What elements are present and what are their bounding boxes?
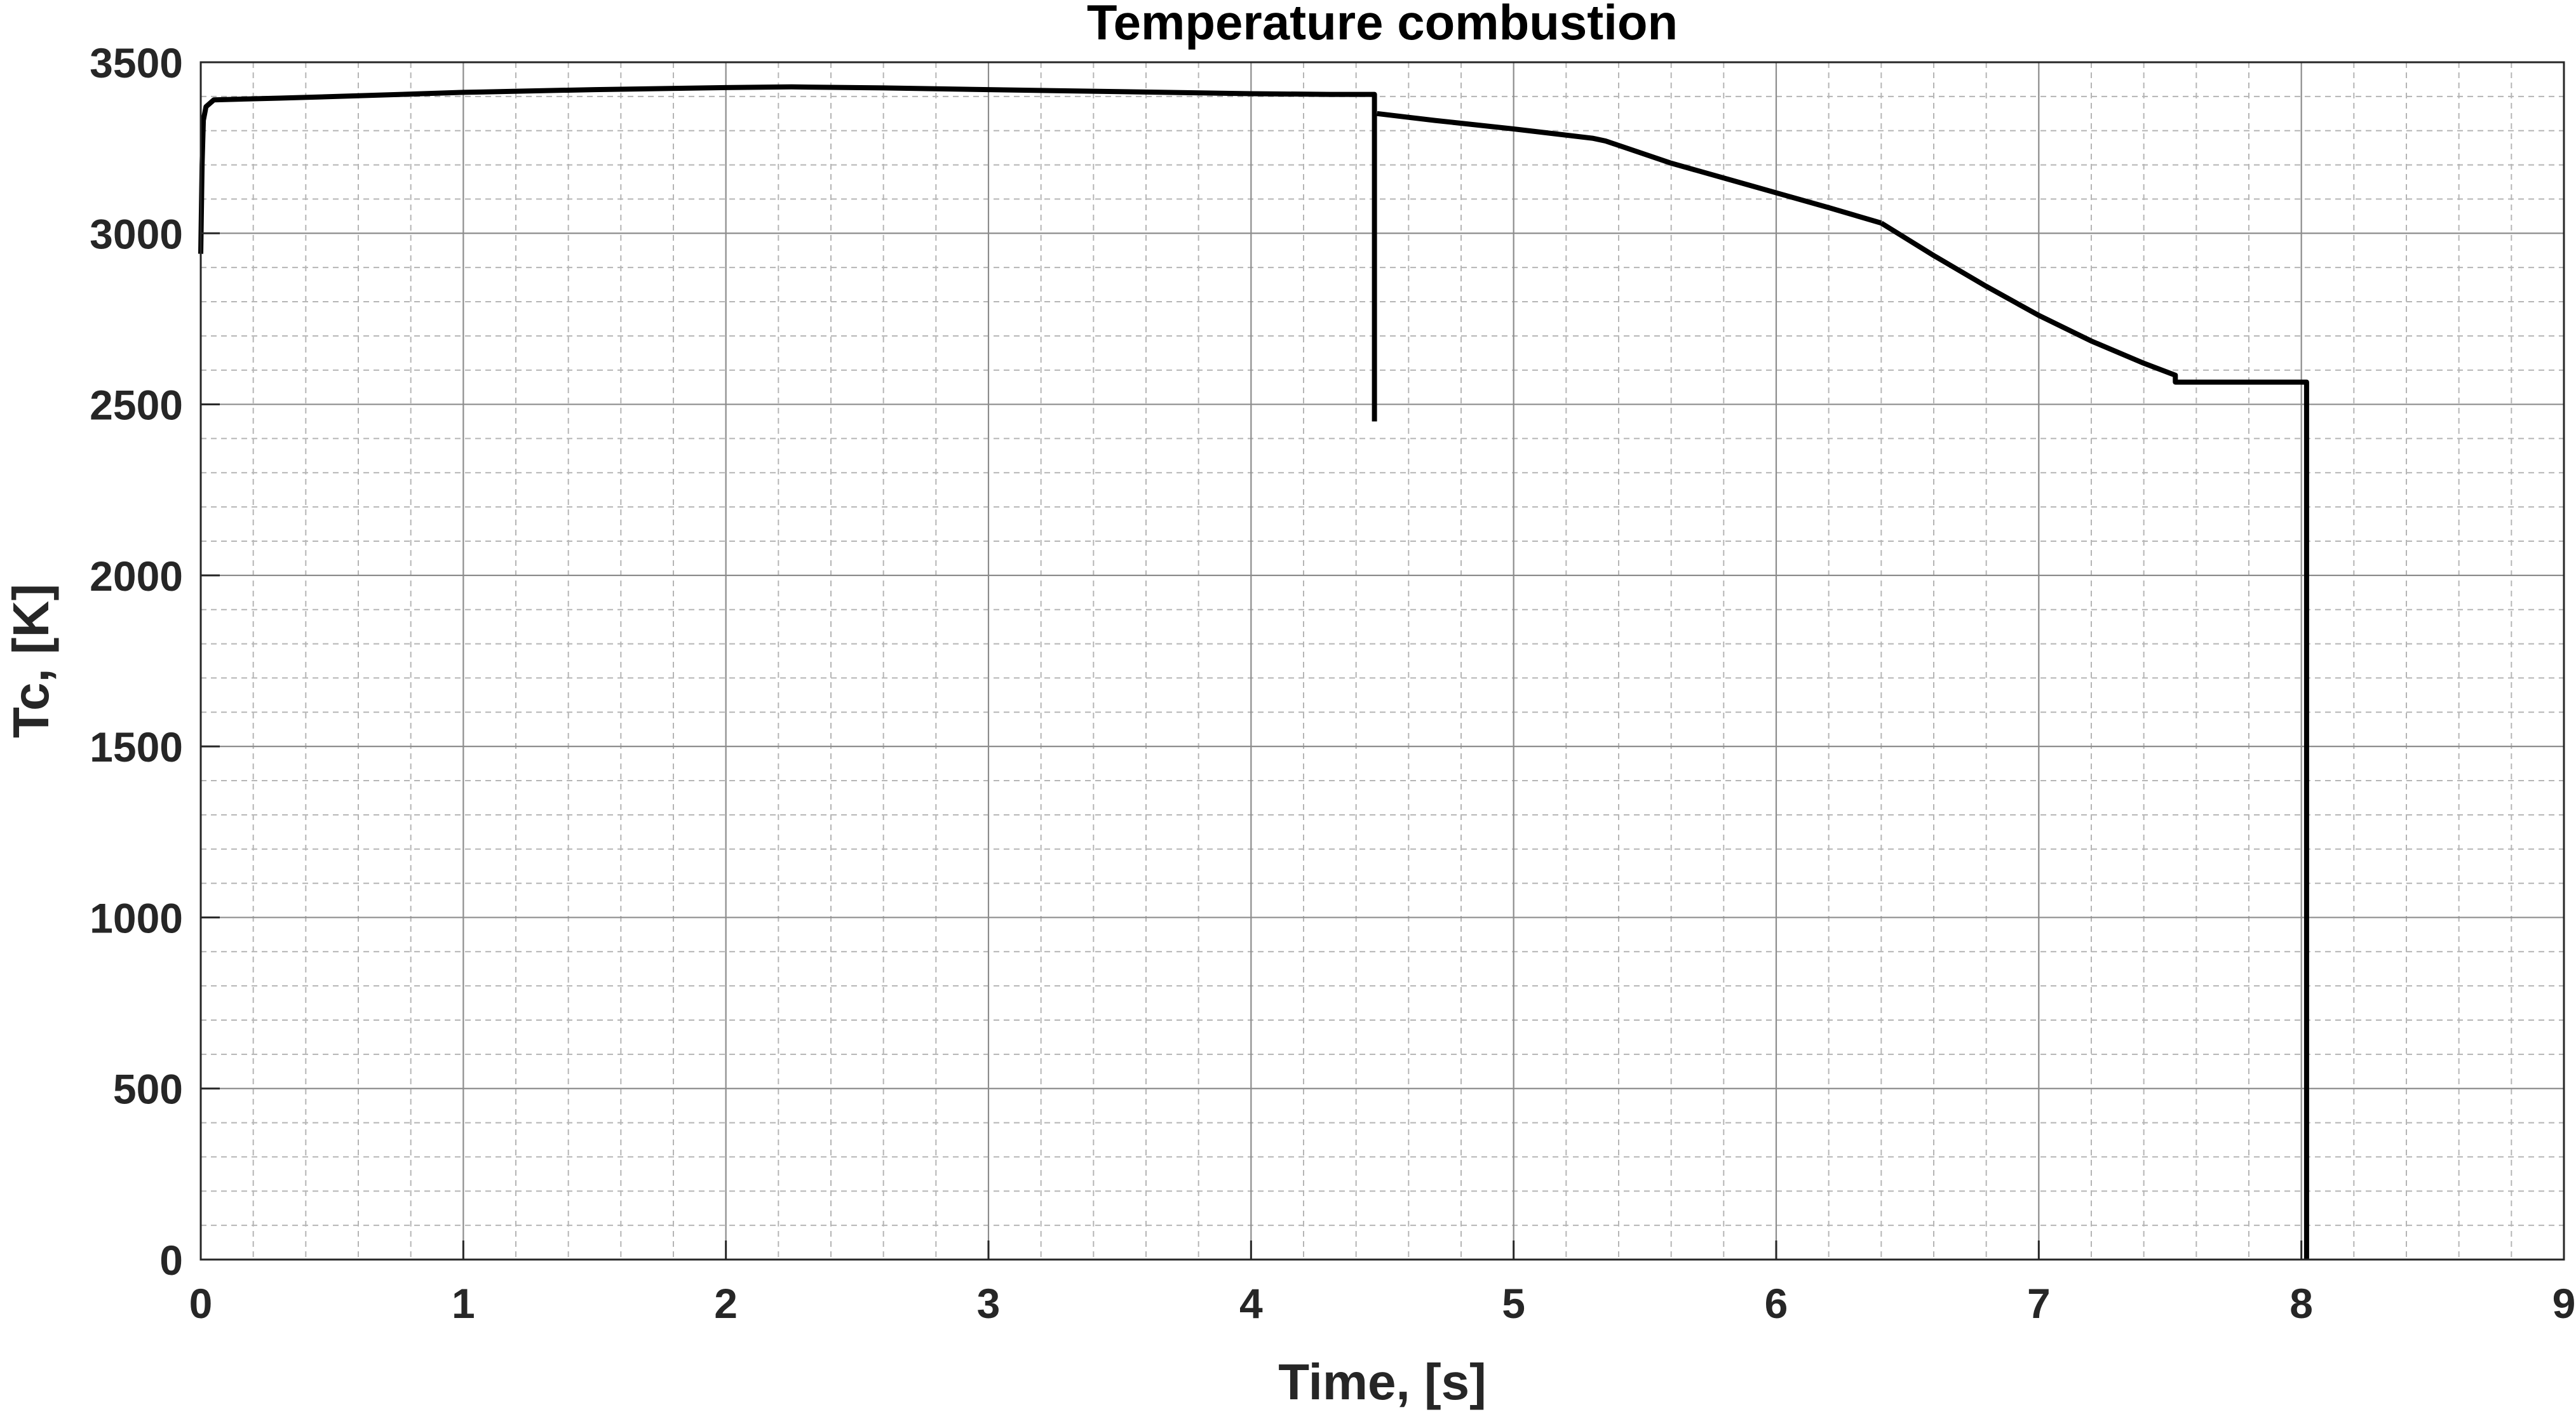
y-axis-ticks: 0 500 1000 1500 2000 2500 3000 3500 xyxy=(90,39,220,1284)
y-tick-label: 3000 xyxy=(90,210,183,257)
series-line-segment-3 xyxy=(1880,220,2309,1260)
x-tick-label: 7 xyxy=(2027,1280,2051,1327)
y-tick-label: 2500 xyxy=(90,382,183,429)
y-tick-label: 1500 xyxy=(90,723,183,770)
minor-grid xyxy=(201,62,2564,1260)
y-tick-label: 3500 xyxy=(90,39,183,86)
x-axis-label: Time, [s] xyxy=(1278,1354,1487,1410)
series-line-segment-2 xyxy=(1377,111,1882,225)
x-tick-label: 5 xyxy=(1502,1280,1525,1327)
x-tick-label: 6 xyxy=(1765,1280,1788,1327)
x-tick-label: 8 xyxy=(2289,1280,2313,1327)
x-axis-ticks: 0 1 2 3 4 5 6 7 8 9 xyxy=(189,1241,2576,1327)
x-tick-label: 4 xyxy=(1239,1280,1263,1327)
x-tick-label: 9 xyxy=(2552,1280,2576,1327)
y-tick-label: 0 xyxy=(159,1237,183,1284)
plot-area-frame xyxy=(199,61,2565,1261)
y-tick-label: 2000 xyxy=(90,553,183,600)
x-tick-label: 3 xyxy=(977,1280,1001,1327)
y-tick-label: 1000 xyxy=(90,894,183,941)
series-line-segment-1 xyxy=(198,84,1377,422)
y-tick-label: 500 xyxy=(113,1066,183,1113)
series-layer xyxy=(198,84,2309,1260)
x-tick-label: 1 xyxy=(452,1280,475,1327)
x-tick-label: 2 xyxy=(714,1280,738,1327)
y-axis-label: Tc, [K] xyxy=(3,584,59,738)
x-tick-label: 0 xyxy=(189,1280,213,1327)
chart-title: Temperature combustion xyxy=(1087,0,1678,50)
